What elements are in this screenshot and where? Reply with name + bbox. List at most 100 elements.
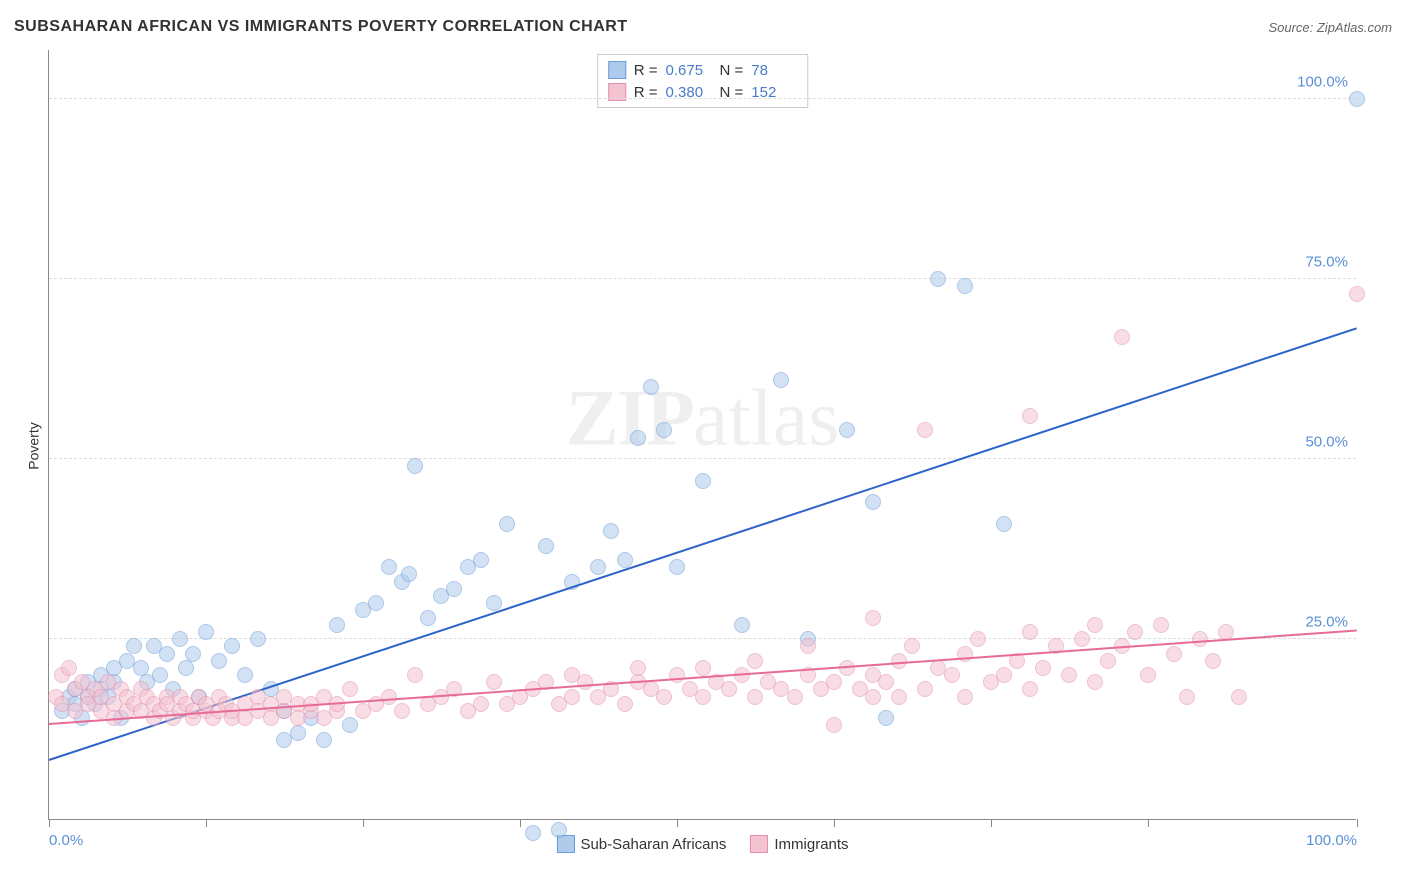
legend-row-series-2: R = 0.380 N = 152 [608,81,798,103]
data-point [917,681,933,697]
x-tick [677,819,678,827]
data-point [656,422,672,438]
data-point [878,674,894,690]
swatch-series-1 [608,61,626,79]
data-point [630,660,646,676]
data-point [865,494,881,510]
data-point [1087,617,1103,633]
grid-line [49,278,1356,279]
y-tick-label: 75.0% [1305,254,1348,271]
data-point [669,559,685,575]
x-tick [206,819,207,827]
data-point [316,732,332,748]
data-point [590,559,606,575]
data-point [198,624,214,640]
data-point [695,689,711,705]
x-tick [363,819,364,827]
data-point [747,653,763,669]
data-point [695,473,711,489]
data-point [734,617,750,633]
data-point [617,696,633,712]
data-point [499,516,515,532]
data-point [446,581,462,597]
data-point [1349,91,1365,107]
data-point [290,725,306,741]
x-tick [1357,819,1358,827]
y-tick-label: 50.0% [1305,434,1348,451]
data-point [342,717,358,733]
x-tick-label: 0.0% [49,832,83,849]
data-point [1035,660,1051,676]
data-point [473,696,489,712]
data-point [957,689,973,705]
legend-label-2: Immigrants [774,836,848,853]
data-point [381,559,397,575]
data-point [787,689,803,705]
data-point [643,379,659,395]
legend-row-series-1: R = 0.675 N = 78 [608,59,798,81]
data-point [904,638,920,654]
data-point [342,681,358,697]
data-point [486,674,502,690]
x-tick [1148,819,1149,827]
source-attribution: Source: ZipAtlas.com [1268,20,1392,35]
legend-correlation: R = 0.675 N = 78 R = 0.380 N = 152 [597,54,809,108]
data-point [891,653,907,669]
data-point [1100,653,1116,669]
legend-label-1: Sub-Saharan Africans [580,836,726,853]
x-tick-label: 100.0% [1306,832,1357,849]
data-point [1166,646,1182,662]
data-point [1192,631,1208,647]
r-value-1: 0.675 [666,62,712,79]
data-point [237,667,253,683]
data-point [224,638,240,654]
data-point [878,710,894,726]
data-point [1179,689,1195,705]
data-point [944,667,960,683]
data-point [865,610,881,626]
data-point [1231,689,1247,705]
data-point [61,660,77,676]
data-point [747,689,763,705]
data-point [159,646,175,662]
data-point [1127,624,1143,640]
data-point [996,516,1012,532]
data-point [211,653,227,669]
data-point [1153,617,1169,633]
y-axis-label: Poverty [26,422,42,469]
data-point [407,667,423,683]
grid-line [49,638,1356,639]
data-point [826,717,842,733]
data-point [564,689,580,705]
data-point [381,689,397,705]
data-point [525,825,541,841]
data-point [172,631,188,647]
data-point [250,631,266,647]
data-point [368,595,384,611]
data-point [538,538,554,554]
data-point [930,271,946,287]
data-point [551,822,567,838]
n-label: N = [720,62,744,79]
data-point [656,689,672,705]
data-point [1205,653,1221,669]
data-point [970,631,986,647]
legend-series: Sub-Saharan Africans Immigrants [556,835,848,853]
data-point [407,458,423,474]
data-point [1114,329,1130,345]
data-point [1022,624,1038,640]
data-point [185,646,201,662]
data-point [695,660,711,676]
x-tick [520,819,521,827]
data-point [486,595,502,611]
data-point [891,689,907,705]
data-point [1022,408,1038,424]
data-point [473,552,489,568]
data-point [401,566,417,582]
data-point [996,667,1012,683]
x-tick [991,819,992,827]
data-point [617,552,633,568]
data-point [420,610,436,626]
r-label: R = [634,62,658,79]
watermark: ZIPatlas [566,374,840,465]
